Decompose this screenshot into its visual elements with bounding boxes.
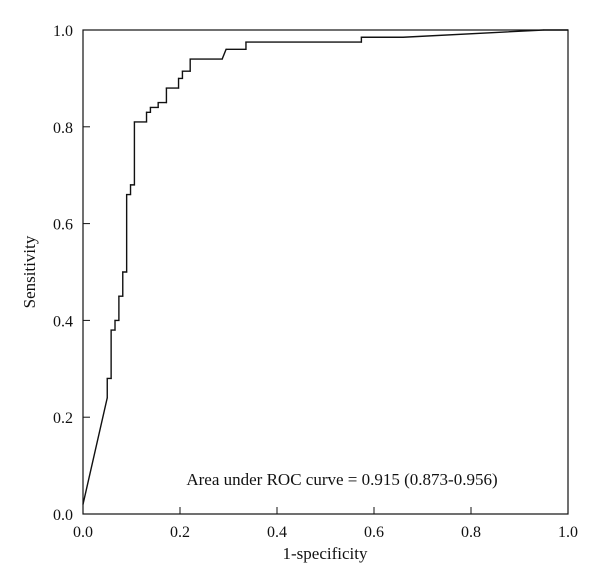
roc-point: [134, 121, 135, 122]
roc-point: [543, 29, 544, 30]
x-tick-label: 0.0: [73, 524, 93, 541]
roc-point: [130, 184, 131, 185]
y-tick-label: 0.2: [53, 410, 73, 427]
roc-point: [403, 37, 404, 38]
y-tick-label: 0.4: [53, 313, 73, 330]
roc-point: [111, 329, 112, 330]
roc-point: [361, 37, 362, 38]
roc-point: [182, 78, 183, 79]
roc-point: [118, 320, 119, 321]
y-tick-label: 0.8: [53, 120, 73, 137]
roc-curve-line: [83, 30, 568, 504]
y-tick-label: 0.6: [53, 217, 73, 234]
roc-point: [118, 296, 119, 297]
roc-point: [361, 42, 362, 43]
roc-point: [114, 329, 115, 330]
roc-point: [114, 320, 115, 321]
x-tick-label: 0.4: [267, 524, 287, 541]
roc-point: [82, 504, 83, 505]
x-tick-label: 0.8: [461, 524, 481, 541]
roc-point: [126, 271, 127, 272]
y-axis-ticks: 0.0 0.2 0.4 0.6 0.8 1.0: [53, 23, 90, 524]
roc-point: [130, 194, 131, 195]
annotation-text: Area under ROC curve = 0.915 (0.873-0.95…: [186, 470, 497, 489]
roc-point: [146, 121, 147, 122]
roc-point: [245, 42, 246, 43]
roc-point: [122, 296, 123, 297]
roc-point: [146, 112, 147, 113]
y-axis-title: Sensitivity: [20, 235, 39, 308]
roc-point: [111, 378, 112, 379]
roc-point: [567, 29, 568, 30]
x-tick-label: 0.6: [364, 524, 384, 541]
roc-point: [245, 49, 246, 50]
roc-point: [166, 102, 167, 103]
roc-point: [182, 71, 183, 72]
roc-point: [178, 78, 179, 79]
roc-point: [122, 271, 123, 272]
roc-point: [178, 87, 179, 88]
roc-point: [134, 184, 135, 185]
roc-curve-points: [82, 29, 568, 505]
roc-point: [150, 107, 151, 108]
roc-point: [107, 378, 108, 379]
roc-point: [158, 107, 159, 108]
roc-point: [150, 112, 151, 113]
roc-point: [190, 71, 191, 72]
roc-point: [158, 102, 159, 103]
y-tick-label: 0.0: [53, 507, 73, 524]
x-tick-label: 0.2: [170, 524, 190, 541]
roc-point: [107, 397, 108, 398]
roc-point: [190, 58, 191, 59]
roc-point: [225, 49, 226, 50]
y-tick-label: 1.0: [53, 23, 73, 40]
roc-point: [126, 194, 127, 195]
roc-point: [222, 58, 223, 59]
x-axis-title: 1-specificity: [283, 544, 368, 563]
roc-point: [166, 87, 167, 88]
x-tick-label: 1.0: [558, 524, 578, 541]
plot-frame: [83, 30, 568, 514]
x-axis-ticks: 0.0 0.2 0.4 0.6 0.8 1.0: [73, 507, 578, 541]
